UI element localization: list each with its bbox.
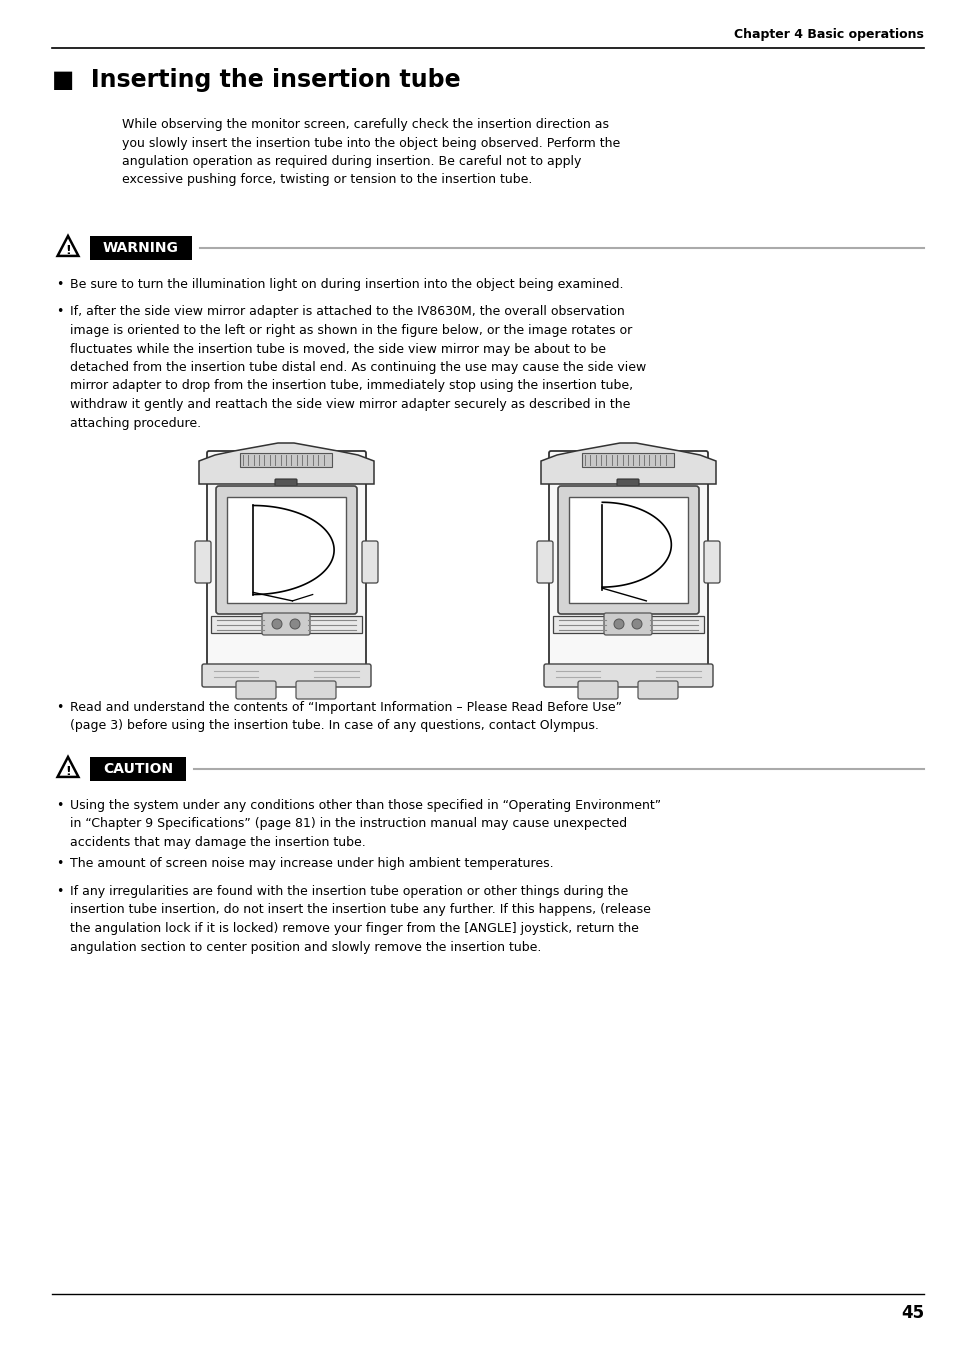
Text: •: • bbox=[56, 886, 63, 898]
FancyBboxPatch shape bbox=[603, 612, 651, 635]
FancyBboxPatch shape bbox=[578, 681, 618, 699]
FancyBboxPatch shape bbox=[90, 757, 186, 781]
Text: WARNING: WARNING bbox=[103, 241, 179, 256]
Polygon shape bbox=[540, 443, 716, 484]
FancyBboxPatch shape bbox=[262, 612, 310, 635]
FancyBboxPatch shape bbox=[548, 452, 707, 671]
FancyBboxPatch shape bbox=[227, 498, 346, 603]
Text: •: • bbox=[56, 799, 63, 813]
Text: !: ! bbox=[65, 245, 71, 257]
FancyBboxPatch shape bbox=[215, 485, 356, 614]
FancyBboxPatch shape bbox=[202, 664, 371, 687]
Text: 45: 45 bbox=[900, 1303, 923, 1322]
FancyBboxPatch shape bbox=[558, 485, 699, 614]
Text: •: • bbox=[56, 857, 63, 871]
Circle shape bbox=[272, 619, 282, 629]
Text: !: ! bbox=[65, 765, 71, 779]
Circle shape bbox=[631, 619, 641, 629]
FancyBboxPatch shape bbox=[211, 617, 361, 633]
Text: CAUTION: CAUTION bbox=[103, 763, 172, 776]
FancyBboxPatch shape bbox=[295, 681, 335, 699]
Text: ■  Inserting the insertion tube: ■ Inserting the insertion tube bbox=[52, 68, 460, 92]
Text: The amount of screen noise may increase under high ambient temperatures.: The amount of screen noise may increase … bbox=[70, 857, 553, 871]
Text: Read and understand the contents of “Important Information – Please Read Before : Read and understand the contents of “Imp… bbox=[70, 700, 621, 733]
Text: If, after the side view mirror adapter is attached to the IV8630M, the overall o: If, after the side view mirror adapter i… bbox=[70, 306, 645, 430]
FancyBboxPatch shape bbox=[361, 541, 377, 583]
FancyBboxPatch shape bbox=[235, 681, 275, 699]
FancyBboxPatch shape bbox=[581, 453, 673, 466]
FancyBboxPatch shape bbox=[638, 681, 678, 699]
FancyBboxPatch shape bbox=[703, 541, 720, 583]
Text: •: • bbox=[56, 279, 63, 291]
FancyBboxPatch shape bbox=[617, 479, 639, 489]
Circle shape bbox=[290, 619, 299, 629]
Text: Chapter 4 Basic operations: Chapter 4 Basic operations bbox=[734, 28, 923, 41]
FancyBboxPatch shape bbox=[568, 498, 687, 603]
Text: •: • bbox=[56, 306, 63, 319]
FancyBboxPatch shape bbox=[274, 479, 296, 489]
Circle shape bbox=[614, 619, 623, 629]
FancyBboxPatch shape bbox=[553, 617, 703, 633]
Text: If any irregularities are found with the insertion tube operation or other thing: If any irregularities are found with the… bbox=[70, 886, 650, 953]
Text: Be sure to turn the illumination light on during insertion into the object being: Be sure to turn the illumination light o… bbox=[70, 279, 623, 291]
FancyBboxPatch shape bbox=[240, 453, 332, 466]
FancyBboxPatch shape bbox=[90, 237, 192, 260]
Text: Using the system under any conditions other than those specified in “Operating E: Using the system under any conditions ot… bbox=[70, 799, 660, 849]
FancyBboxPatch shape bbox=[537, 541, 553, 583]
FancyBboxPatch shape bbox=[207, 452, 366, 671]
FancyBboxPatch shape bbox=[543, 664, 712, 687]
FancyBboxPatch shape bbox=[194, 541, 211, 583]
Text: While observing the monitor screen, carefully check the insertion direction as
y: While observing the monitor screen, care… bbox=[122, 118, 619, 187]
Polygon shape bbox=[199, 443, 374, 484]
Text: •: • bbox=[56, 700, 63, 714]
